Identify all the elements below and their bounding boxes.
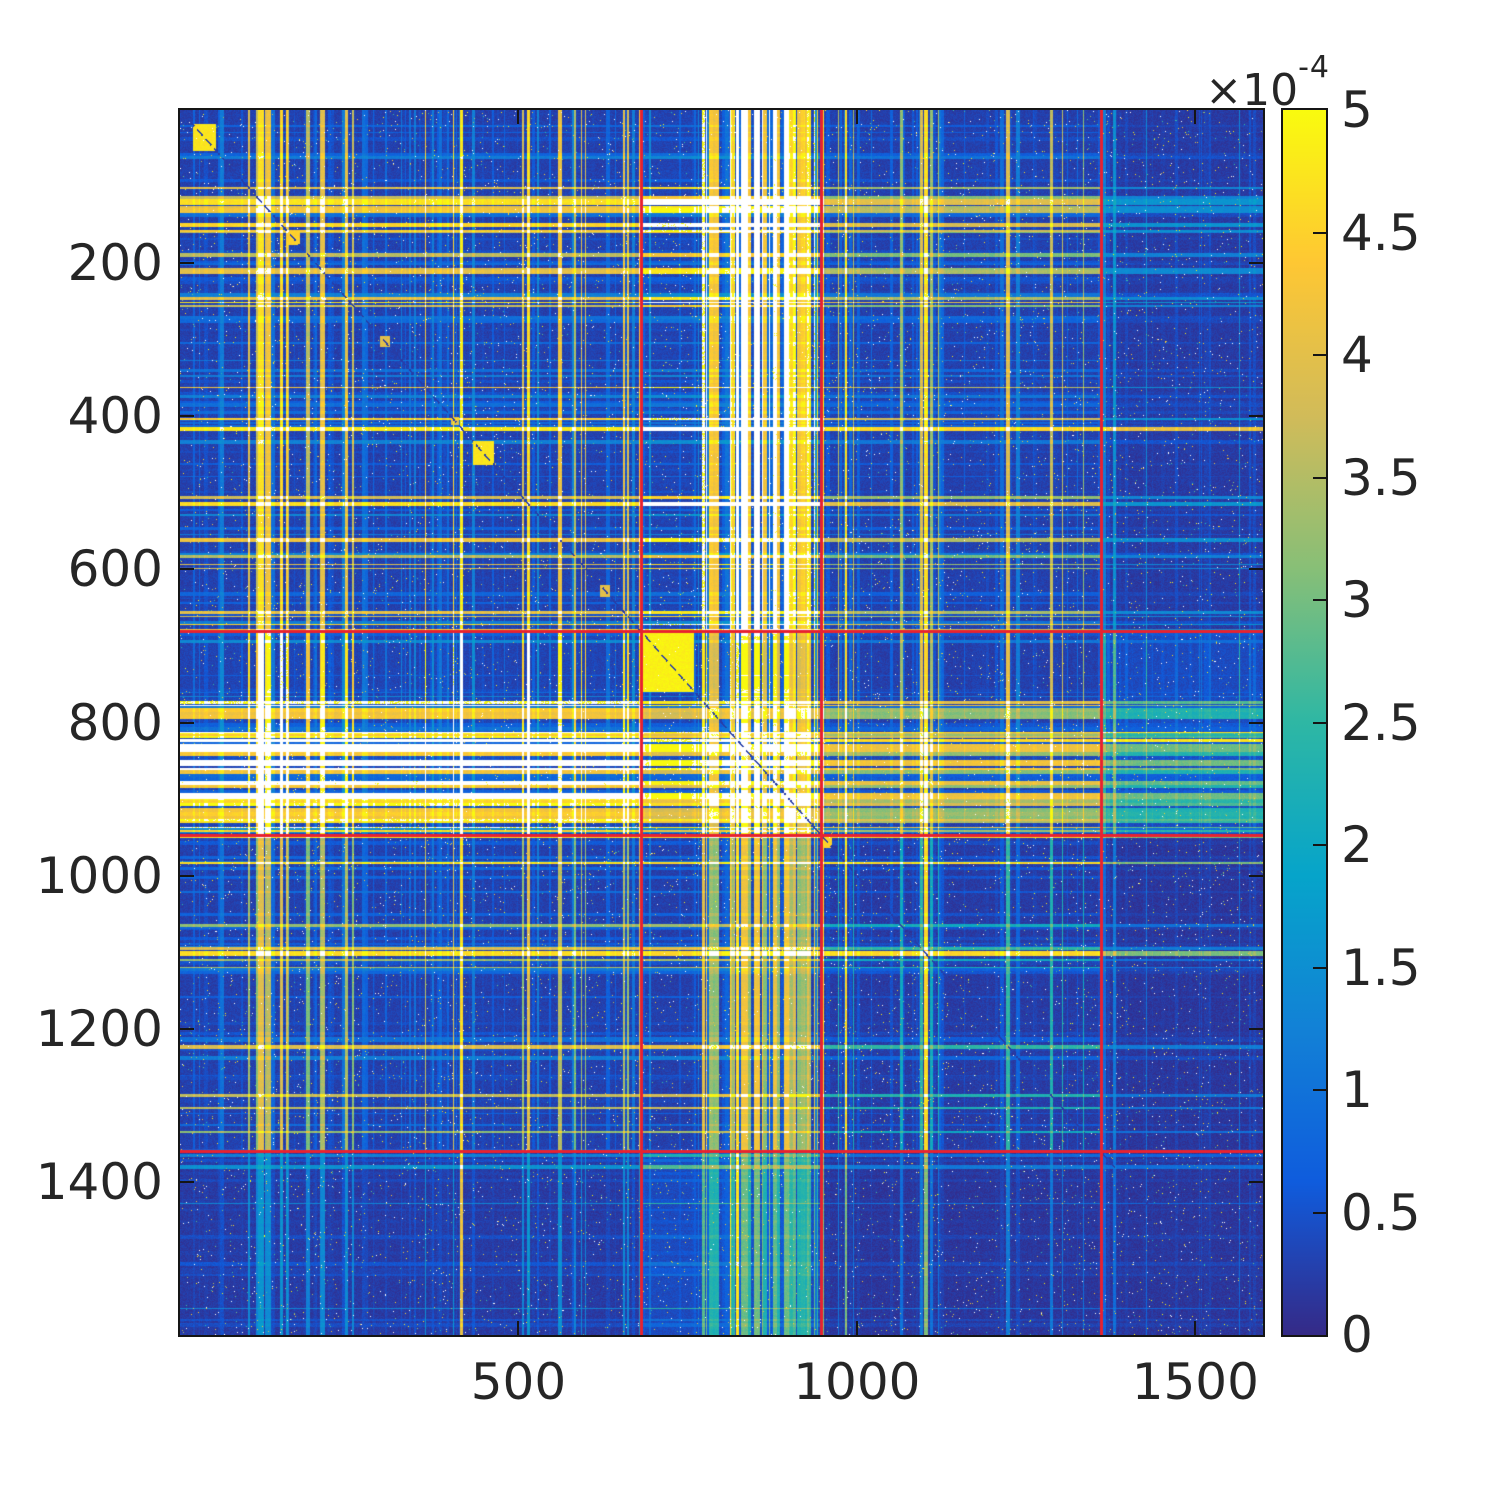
x-tick bbox=[517, 1321, 520, 1335]
y-tick bbox=[180, 415, 194, 418]
x-tick bbox=[855, 1321, 858, 1335]
colorbar-tick bbox=[1313, 231, 1326, 234]
y-tick-right bbox=[1249, 415, 1263, 418]
y-tick bbox=[180, 568, 194, 571]
y-tick-label: 1000 bbox=[35, 846, 163, 905]
y-tick-right bbox=[1249, 568, 1263, 571]
y-tick-right bbox=[1249, 1180, 1263, 1183]
x-tick-label: 1500 bbox=[1131, 1353, 1259, 1411]
colorbar-exponent-value: -4 bbox=[1298, 50, 1330, 85]
y-tick-label: 800 bbox=[67, 693, 163, 752]
x-tick-top bbox=[855, 110, 858, 124]
y-tick bbox=[180, 721, 194, 724]
x-tick-label: 1000 bbox=[793, 1353, 921, 1411]
y-tick-label: 600 bbox=[67, 540, 163, 599]
colorbar-tick-label: 2 bbox=[1341, 816, 1373, 874]
colorbar-tick bbox=[1313, 1211, 1326, 1214]
x-tick-top bbox=[517, 110, 520, 124]
colorbar-tick-label: 1 bbox=[1341, 1061, 1373, 1119]
colorbar-exponent-label: ×10-4 bbox=[1130, 50, 1330, 116]
y-tick-label: 1200 bbox=[35, 999, 163, 1058]
colorbar-tick bbox=[1313, 599, 1326, 601]
colorbar-tick bbox=[1313, 844, 1326, 846]
colorbar-tick-label: 4 bbox=[1341, 326, 1373, 384]
colorbar-tick bbox=[1313, 966, 1326, 969]
y-tick bbox=[180, 1180, 194, 1183]
colorbar-tick-label: 1.5 bbox=[1341, 938, 1421, 997]
colorbar-tick bbox=[1313, 476, 1326, 479]
colorbar-tick-label: 0.5 bbox=[1341, 1183, 1421, 1242]
colorbar-multiplier: ×10 bbox=[1205, 65, 1299, 116]
x-tick bbox=[1194, 1321, 1197, 1335]
y-tick-label: 200 bbox=[67, 234, 163, 293]
colorbar-tick-label: 4.5 bbox=[1341, 203, 1421, 262]
colorbar-tick bbox=[1313, 1089, 1326, 1091]
y-tick-label: 1400 bbox=[35, 1152, 163, 1211]
y-tick bbox=[180, 262, 194, 265]
colorbar-tick-label: 3 bbox=[1341, 571, 1373, 629]
x-tick-label: 500 bbox=[470, 1353, 567, 1411]
colorbar-tick-label: 0 bbox=[1341, 1306, 1373, 1364]
colorbar-tick bbox=[1313, 354, 1326, 356]
y-tick-right bbox=[1249, 1027, 1263, 1030]
y-tick bbox=[180, 1027, 194, 1030]
colorbar-tick bbox=[1313, 721, 1326, 724]
y-tick-label: 400 bbox=[67, 387, 163, 446]
y-tick bbox=[180, 874, 194, 877]
colorbar-tick-label: 3.5 bbox=[1341, 448, 1421, 507]
heatmap-image bbox=[180, 110, 1263, 1335]
y-tick-right bbox=[1249, 262, 1263, 265]
colorbar-tick-label: 5 bbox=[1341, 81, 1373, 139]
x-tick-top bbox=[1194, 110, 1197, 124]
y-tick-right bbox=[1249, 721, 1263, 724]
y-tick-right bbox=[1249, 874, 1263, 877]
colorbar-tick-label: 2.5 bbox=[1341, 693, 1421, 752]
